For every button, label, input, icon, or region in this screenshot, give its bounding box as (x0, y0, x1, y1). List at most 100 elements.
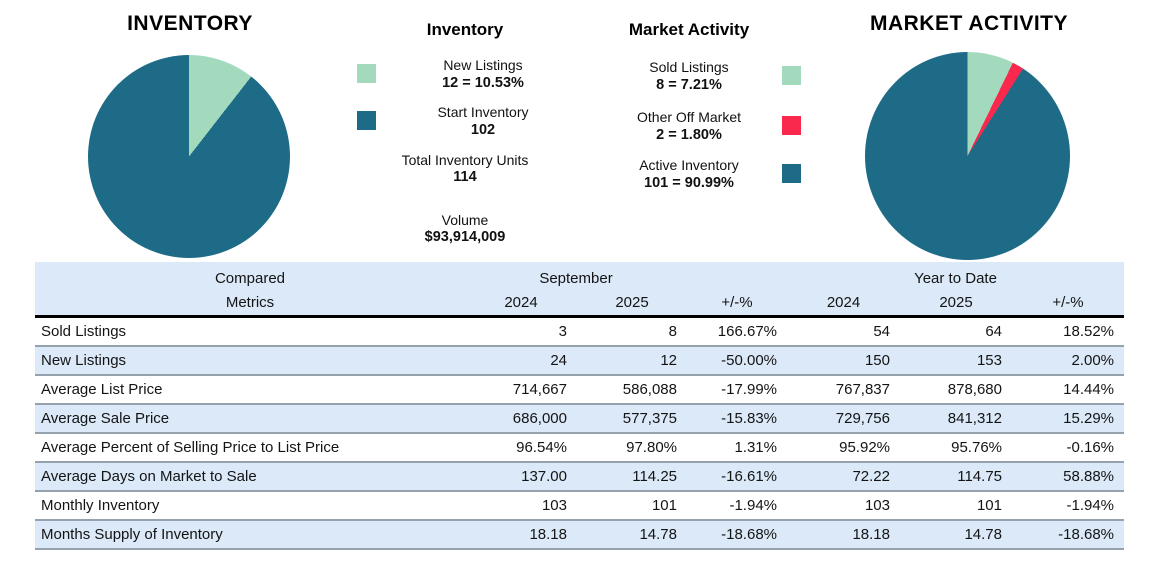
cell-sep-2024: 137.00 (465, 461, 577, 491)
cell-sep-pct: -15.83% (687, 403, 787, 433)
legend-item-active-inventory: Active Inventory 101 = 90.99% (600, 157, 801, 192)
cell-ytd-2025: 878,680 (900, 374, 1012, 404)
cell-sep-2024: 24 (465, 345, 577, 375)
cell-sep-2024: 686,000 (465, 403, 577, 433)
cell-ytd-2024: 54 (873, 323, 890, 340)
cell-sep-2024: 18.18 (465, 519, 577, 550)
cell-sep-2024: 96.54% (465, 432, 577, 462)
legend-volume: Volume $93,914,009 (340, 212, 590, 246)
table-row-months-supply: Months Supply of Inventory 18.18 14.78 -… (35, 519, 1125, 550)
mint-swatch-icon (357, 64, 376, 83)
cell-sep-2025: 101 (577, 490, 687, 520)
cell-ytd-pct: 2.00% (1012, 345, 1125, 375)
mint-swatch-icon (782, 66, 801, 85)
cell-ytd-2025: 14.78 (900, 519, 1012, 550)
cell-ytd-2025: 114.75 (900, 461, 1012, 491)
legend-item-sold-listings: Sold Listings 8 = 7.21% (600, 59, 801, 94)
inventory-legend-title: Inventory (426, 20, 504, 39)
cell-ytd-pct: -0.16% (1012, 432, 1125, 462)
legend-item-other-off-market: Other Off Market 2 = 1.80% (600, 109, 801, 144)
cell-ytd-pct: 58.88% (1012, 461, 1125, 491)
cell-sep-2025: 8 (668, 323, 677, 340)
teal-swatch-icon (357, 111, 376, 130)
legend-value: $93,914,009 (424, 229, 506, 245)
cell-sep-pct: -16.61% (687, 461, 787, 491)
metric-label: Average Days on Market to Sale (35, 461, 465, 491)
legend-label: Start Inventory (437, 104, 529, 120)
metric-label: Average Percent of Selling Price to List… (35, 432, 465, 462)
cell-sep-pct: -18.68% (687, 519, 787, 550)
table-row-average-sale-price: Average Sale Price 686,000 577,375 -15.8… (35, 403, 1125, 433)
cell-sep-2025: 12 (577, 345, 687, 375)
compared-metrics-table: Compared September Year to Date Metrics … (35, 262, 1125, 550)
legend-value: 8 = 7.21% (656, 77, 722, 93)
legend-label: New Listings (443, 57, 523, 73)
header-ytd-2025: 2025 (900, 290, 1012, 318)
cell-ytd-pct: 18.52% (1063, 323, 1115, 340)
cell-ytd-2025: 101 (900, 490, 1012, 520)
market-legend-title: Market Activity (628, 20, 750, 39)
legend-item-start-inventory: Start Inventory 102 (340, 104, 590, 139)
metric-label: New Listings (35, 345, 465, 375)
metric-label: Average List Price (35, 374, 465, 404)
cell-ytd-2024: 767,837 (787, 374, 900, 404)
inventory-chart-title: INVENTORY (127, 12, 253, 35)
cell-sep-pct: 1.31% (687, 432, 787, 462)
header-compared: Compared (35, 262, 465, 290)
legend-label: Volume (441, 212, 489, 228)
cell-sep-2024: 714,667 (465, 374, 577, 404)
header-sep-2024: 2024 (465, 290, 577, 318)
metric-label: Sold Listings (41, 323, 127, 340)
legend-total-inventory-units: Total Inventory Units 114 (340, 152, 590, 186)
legend-value: 102 (470, 122, 496, 138)
legend-label: Active Inventory (639, 157, 739, 173)
cell-sep-2025: 577,375 (577, 403, 687, 433)
header-spacer (687, 262, 787, 290)
cell-sep-2025: 114.25 (577, 461, 687, 491)
table-column-header-row: Metrics 2024 2025 +/-% 2024 2025 +/-% (35, 290, 1125, 318)
legend-label: Total Inventory Units (401, 152, 529, 168)
red-swatch-icon (782, 116, 801, 135)
legend-value: 114 (453, 169, 477, 185)
cell-ytd-2024: 150 (787, 345, 900, 375)
cell-ytd-2024: 729,756 (787, 403, 900, 433)
legend-value: 2 = 1.80% (656, 127, 722, 143)
metric-label: Months Supply of Inventory (35, 519, 465, 550)
cell-ytd-2024: 95.92% (787, 432, 900, 462)
legend-value: 12 = 10.53% (442, 75, 524, 91)
cell-ytd-2024: 18.18 (787, 519, 900, 550)
legend-value: 101 = 90.99% (644, 175, 734, 191)
header-ytd-2024: 2024 (787, 290, 900, 318)
cell-ytd-pct: -18.68% (1012, 519, 1125, 550)
header-sep-pct: +/-% (687, 290, 787, 318)
table-row-new-listings: New Listings 24 12 -50.00% 150 153 2.00% (35, 345, 1125, 375)
legend-label: Other Off Market (637, 109, 741, 125)
cell-sep-2025: 97.80% (577, 432, 687, 462)
table-group-header-row: Compared September Year to Date (35, 262, 1125, 290)
cell-ytd-2024: 103 (787, 490, 900, 520)
cell-sep-2025: 14.78 (577, 519, 687, 550)
teal-swatch-icon (782, 164, 801, 183)
legend-item-new-listings: New Listings 12 = 10.53% (340, 57, 590, 92)
cell-ytd-2025: 841,312 (900, 403, 1012, 433)
cell-sep-2024: 3 (558, 323, 567, 340)
header-year-to-date: Year to Date (787, 262, 1125, 290)
cell-sep-pct: 166.67% (717, 323, 777, 340)
cell-sep-2025: 586,088 (577, 374, 687, 404)
metric-label: Monthly Inventory (35, 490, 465, 520)
market-chart-title: MARKET ACTIVITY (869, 12, 1069, 35)
legend-label: Sold Listings (649, 59, 729, 75)
cell-ytd-pct: 14.44% (1012, 374, 1125, 404)
header-metrics: Metrics (35, 290, 465, 318)
header-sep-2025: 2025 (577, 290, 687, 318)
metric-label: Average Sale Price (35, 403, 465, 433)
cell-sep-pct: -1.94% (687, 490, 787, 520)
inventory-pie-chart (88, 55, 290, 258)
table-row-average-list-price: Average List Price 714,667 586,088 -17.9… (35, 374, 1125, 404)
cell-ytd-2025: 64 (985, 323, 1002, 340)
cell-sep-2024: 103 (465, 490, 577, 520)
table-row-sold-listings: Sold Listings 3 8 166.67% 54 64 18.52% (35, 317, 1124, 347)
table-row-average-days-on-market: Average Days on Market to Sale 137.00 11… (35, 461, 1125, 491)
cell-sep-pct: -17.99% (687, 374, 787, 404)
